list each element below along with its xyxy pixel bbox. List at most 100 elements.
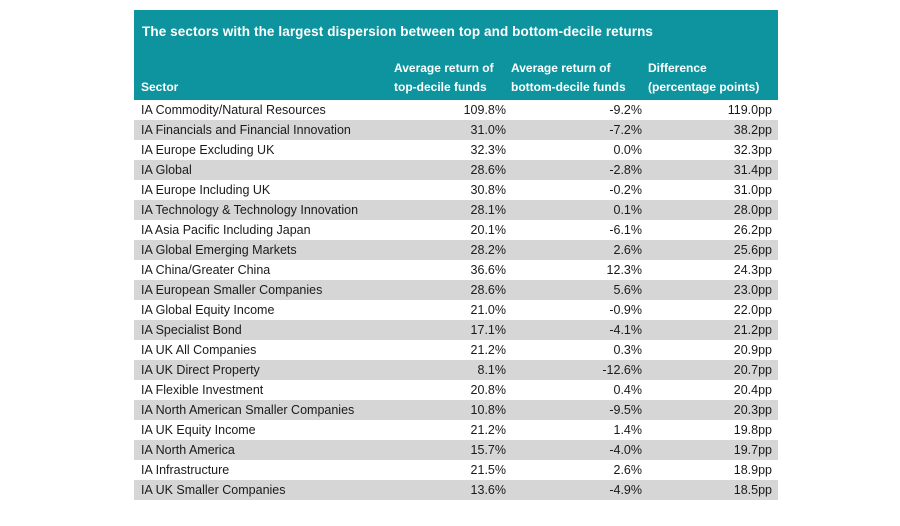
bottom-decile-cell: 5.6% (613, 283, 643, 297)
sector-cell: IA Specialist Bond (141, 323, 242, 337)
difference-cell: 31.0pp (733, 183, 772, 197)
bottom-decile-cell: 0.1% (613, 203, 643, 217)
sector-cell: IA North American Smaller Companies (141, 403, 355, 417)
difference-cell: 119.0pp (727, 103, 772, 117)
difference-cell: 18.9pp (733, 463, 772, 477)
top-decile-cell: 15.7% (470, 443, 506, 457)
difference-cell: 20.7pp (733, 363, 772, 377)
sector-cell: IA Global Emerging Markets (141, 243, 297, 257)
top-decile-cell: 28.1% (470, 203, 506, 217)
difference-cell: 38.2pp (733, 123, 772, 137)
difference-cell: 25.6pp (733, 243, 772, 257)
sector-cell: IA China/Greater China (141, 263, 271, 277)
column-header-difference-line2: (percentage points) (648, 80, 760, 94)
difference-cell: 22.0pp (733, 303, 772, 317)
sector-cell: IA Flexible Investment (141, 383, 264, 397)
difference-cell: 23.0pp (733, 283, 772, 297)
sector-cell: IA UK Smaller Companies (141, 483, 286, 497)
top-decile-cell: 21.5% (470, 463, 506, 477)
top-decile-cell: 21.2% (470, 423, 506, 437)
column-header-top-decile-line1: Average return of (394, 61, 494, 75)
sector-cell: IA Global Equity Income (141, 303, 275, 317)
bottom-decile-cell: -4.0% (609, 443, 642, 457)
table-row: IA Financials and Financial Innovation 3… (134, 120, 778, 140)
difference-cell: 19.7pp (733, 443, 772, 457)
table-row: IA Technology & Technology Innovation 28… (134, 200, 778, 220)
table-row: IA Global Emerging Markets 28.2% 2.6% 25… (134, 240, 778, 260)
top-decile-cell: 36.6% (470, 263, 506, 277)
difference-cell: 20.4pp (733, 383, 772, 397)
table-row: IA Flexible Investment 20.8% 0.4% 20.4pp (134, 380, 778, 400)
bottom-decile-cell: -9.2% (609, 103, 642, 117)
column-header-row: Sector Average return of top-decile fund… (134, 59, 778, 100)
table-row: IA Global 28.6% -2.8% 31.4pp (134, 160, 778, 180)
column-header-bottom-decile-line1: Average return of (511, 61, 611, 75)
difference-cell: 31.4pp (733, 163, 772, 177)
table-row: IA UK Smaller Companies 13.6% -4.9% 18.5… (134, 480, 778, 500)
sector-cell: IA Europe Including UK (141, 183, 271, 197)
sector-cell: IA Asia Pacific Including Japan (141, 223, 311, 237)
bottom-decile-cell: -12.6% (602, 363, 642, 377)
sector-cell: IA Financials and Financial Innovation (141, 123, 351, 137)
column-header-sector-label: Sector (141, 80, 179, 94)
difference-cell: 28.0pp (733, 203, 772, 217)
top-decile-cell: 28.2% (470, 243, 506, 257)
column-header-top-decile: Average return of top-decile funds (384, 59, 510, 100)
column-header-top-decile-line2: top-decile funds (394, 80, 487, 94)
dispersion-table: The sectors with the largest dispersion … (134, 10, 778, 500)
bottom-decile-cell: -6.1% (609, 223, 642, 237)
sector-cell: IA Technology & Technology Innovation (141, 203, 359, 217)
bottom-decile-cell: -4.1% (609, 323, 642, 337)
table-row: IA Europe Excluding UK 32.3% 0.0% 32.3pp (134, 140, 778, 160)
difference-cell: 26.2pp (733, 223, 772, 237)
top-decile-cell: 13.6% (470, 483, 506, 497)
sector-cell: IA Commodity/Natural Resources (141, 103, 326, 117)
sector-cell: IA Europe Excluding UK (141, 143, 275, 157)
top-decile-cell: 21.2% (470, 343, 506, 357)
top-decile-cell: 109.8% (463, 103, 506, 117)
bottom-decile-cell: -2.8% (609, 163, 642, 177)
top-decile-cell: 30.8% (470, 183, 506, 197)
bottom-decile-cell: 0.0% (613, 143, 643, 157)
bottom-decile-cell: 1.4% (613, 423, 643, 437)
table-row: IA Global Equity Income 21.0% -0.9% 22.0… (134, 300, 778, 320)
bottom-decile-cell: 12.3% (606, 263, 642, 277)
column-header-difference-line1: Difference (648, 61, 707, 75)
sector-cell: IA Infrastructure (141, 463, 230, 477)
table-row: IA North American Smaller Companies 10.8… (134, 400, 778, 420)
column-header-bottom-decile-line2: bottom-decile funds (511, 80, 626, 94)
top-decile-cell: 17.1% (470, 323, 506, 337)
table-row: IA China/Greater China 36.6% 12.3% 24.3p… (134, 260, 778, 280)
bottom-decile-cell: -7.2% (609, 123, 642, 137)
table-row: IA North America 15.7% -4.0% 19.7pp (134, 440, 778, 460)
difference-cell: 21.2pp (733, 323, 772, 337)
table-row: IA UK All Companies 21.2% 0.3% 20.9pp (134, 340, 778, 360)
difference-cell: 20.3pp (733, 403, 772, 417)
sector-cell: IA North America (141, 443, 235, 457)
difference-cell: 18.5pp (733, 483, 772, 497)
bottom-decile-cell: -0.2% (609, 183, 642, 197)
top-decile-cell: 31.0% (470, 123, 506, 137)
column-header-sector: Sector (134, 78, 384, 100)
sector-cell: IA Global (141, 163, 192, 177)
top-decile-cell: 20.1% (470, 223, 506, 237)
bottom-decile-cell: -9.5% (609, 403, 642, 417)
table-row: IA Specialist Bond 17.1% -4.1% 21.2pp (134, 320, 778, 340)
bottom-decile-cell: 2.6% (613, 463, 643, 477)
top-decile-cell: 21.0% (470, 303, 506, 317)
top-decile-cell: 28.6% (470, 163, 506, 177)
bottom-decile-cell: -4.9% (609, 483, 642, 497)
top-decile-cell: 32.3% (470, 143, 506, 157)
bottom-decile-cell: -0.9% (609, 303, 642, 317)
top-decile-cell: 10.8% (470, 403, 506, 417)
column-header-bottom-decile: Average return of bottom-decile funds (510, 59, 646, 100)
sector-cell: IA UK Direct Property (141, 363, 260, 377)
table-header: The sectors with the largest dispersion … (134, 10, 778, 100)
difference-cell: 19.8pp (733, 423, 772, 437)
top-decile-cell: 8.1% (477, 363, 507, 377)
table-row: IA European Smaller Companies 28.6% 5.6%… (134, 280, 778, 300)
difference-cell: 20.9pp (733, 343, 772, 357)
sector-cell: IA UK All Companies (141, 343, 257, 357)
bottom-decile-cell: 0.3% (613, 343, 643, 357)
